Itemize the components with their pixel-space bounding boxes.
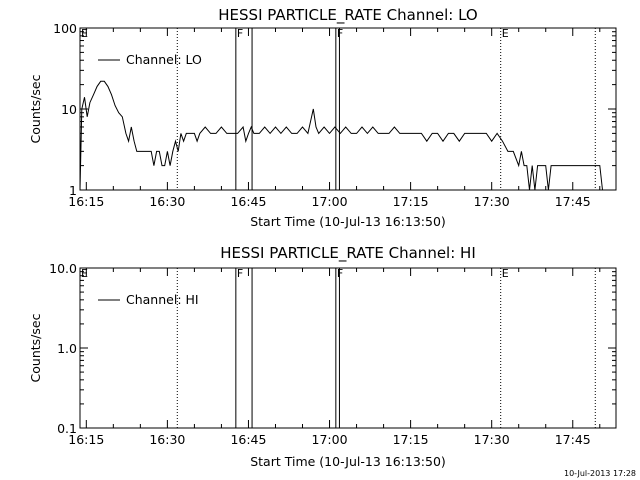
marker-label: F	[237, 267, 243, 280]
x-tick-label: 16:45	[230, 432, 266, 447]
x-tick-label: 17:45	[555, 432, 591, 447]
x-tick-label: 17:00	[312, 194, 348, 209]
chart-title: HESSI PARTICLE_RATE Channel: LO	[218, 6, 477, 25]
x-tick-label: 16:15	[68, 432, 104, 447]
x-tick-label: 16:30	[149, 194, 185, 209]
x-tick-label: 17:00	[312, 432, 348, 447]
y-tick-label: 10.0	[49, 261, 77, 276]
marker-label: F	[337, 267, 343, 280]
legend-label: Channel: LO	[126, 52, 202, 67]
x-axis-label: Start Time (10-Jul-13 16:13:50)	[250, 454, 446, 469]
x-tick-label: 17:45	[555, 194, 591, 209]
y-axis-label: Counts/sec	[28, 313, 43, 382]
x-tick-label: 16:30	[149, 432, 185, 447]
marker-label: F	[337, 27, 343, 40]
x-tick-label: 16:45	[230, 194, 266, 209]
x-tick-label: 16:15	[68, 194, 104, 209]
series-line	[79, 80, 603, 191]
x-tick-label: 17:30	[474, 194, 510, 209]
hi-channel-panel: HESSI PARTICLE_RATE Channel: HI 16:15 16:3…	[28, 244, 617, 469]
marker-label: E	[502, 267, 509, 280]
x-tick-label: 17:30	[474, 432, 510, 447]
y-tick-label: 0.1	[57, 421, 77, 436]
y-tick-label: 1.0	[57, 341, 77, 356]
y-tick-label: 1	[69, 183, 77, 198]
y-tick-label: 10	[61, 102, 77, 117]
legend-label: Channel: HI	[126, 292, 199, 307]
marker-label: F	[237, 27, 243, 40]
marker-label: E	[81, 267, 88, 280]
x-axis-label: Start Time (10-Jul-13 16:13:50)	[250, 214, 446, 229]
lo-channel-panel: HESSI PARTICLE_RATE Channel: LO 16:15 16:3…	[28, 6, 617, 229]
x-tick-label: 17:15	[393, 194, 429, 209]
x-tick-label: 17:15	[393, 432, 429, 447]
chart-title: HESSI PARTICLE_RATE Channel: HI	[220, 244, 476, 263]
marker-label: E	[502, 27, 509, 40]
footer-timestamp: 10-Jul-2013 17:28	[564, 469, 636, 478]
y-axis-label: Counts/sec	[28, 74, 43, 143]
y-tick-label: 100	[53, 21, 77, 36]
marker-label: E	[81, 27, 88, 40]
